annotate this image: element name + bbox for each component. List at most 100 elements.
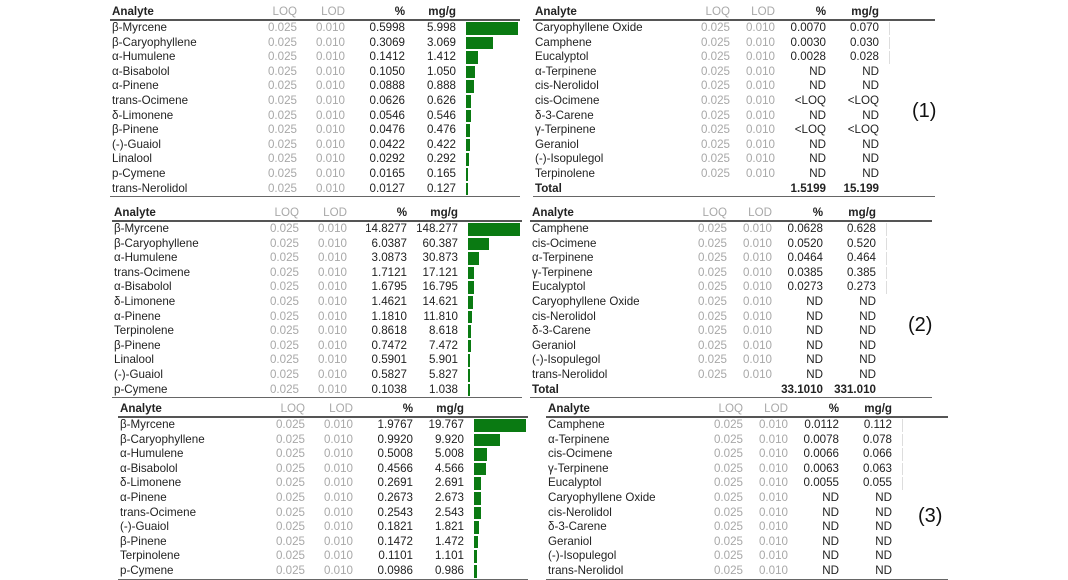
lod-value: 0.010 [745, 35, 775, 49]
loq-value: 0.025 [700, 137, 730, 151]
lod-value: 0.010 [323, 520, 353, 534]
lod-value: 0.010 [742, 324, 772, 338]
table-row: α-Humulene 0.025 0.010 0.5008 5.008 [118, 447, 528, 462]
mg-per-g-value: 0.385 [846, 265, 876, 279]
lod-value: 0.010 [315, 79, 345, 93]
analyte-name: β-Myrcene [114, 222, 169, 235]
table-row: α-Pinene 0.025 0.010 0.0888 0.888 [110, 79, 520, 94]
loq-value: 0.025 [697, 367, 727, 381]
lod-value: 0.010 [315, 21, 345, 34]
analyte-name: (-)-Isopulegol [535, 152, 604, 166]
analyte-name: cis-Nerolidol [532, 309, 596, 323]
concentration-bar [468, 368, 471, 382]
mg-per-g-value: 0.127 [426, 181, 456, 195]
analyte-table-right: Analyte LOQ LOD% mg/g Camphene 0.025 0.010 0.01… [546, 402, 948, 580]
table-row: trans-Ocimene 0.025 0.010 0.2543 2.543 [118, 506, 528, 521]
mg-per-g-value: <LOQ [847, 93, 879, 107]
mg-per-g-value: 60.387 [422, 236, 458, 250]
lod-value: 0.010 [323, 461, 353, 475]
table-row: trans-Ocimene 0.025 0.010 1.7121 17.121 [112, 266, 522, 281]
mg-per-g-value: ND [859, 353, 876, 367]
table-row: β-Caryophyllene 0.025 0.010 0.9920 9.920 [118, 433, 528, 448]
loq-value: 0.025 [269, 309, 299, 323]
table-row: (-)-Guaiol 0.025 0.010 0.5827 5.827 [112, 368, 522, 383]
percent-value: 0.7472 [371, 338, 407, 352]
table-header: Analyte LOQ LOD% mg/g [530, 206, 932, 222]
column-header-analyte: Analyte [548, 402, 590, 415]
percent-value: 0.2673 [377, 490, 413, 504]
concentration-bar [466, 138, 470, 152]
mg-per-g-value: ND [875, 490, 892, 504]
mg-per-g-value: 0.986 [434, 563, 464, 577]
column-header-loq: LOQ [272, 5, 297, 18]
concentration-bar [474, 564, 477, 578]
analyte-name: δ-3-Carene [532, 324, 591, 338]
lod-value: 0.010 [758, 505, 788, 519]
mg-per-g-value: ND [875, 563, 892, 577]
mg-per-g-value: 0.888 [426, 79, 456, 93]
loq-value: 0.025 [697, 280, 727, 294]
lod-value: 0.010 [745, 137, 775, 151]
mg-per-g-value: 7.472 [428, 338, 458, 352]
loq-value: 0.025 [275, 418, 305, 431]
mg-per-g-value: 30.873 [422, 251, 458, 265]
table-row: β-Myrcene 0.025 0.010 1.9767 19.767 [118, 418, 528, 433]
lod-value: 0.010 [315, 108, 345, 122]
analyte-name: Geraniol [532, 338, 576, 352]
percent-value: 0.0070 [790, 21, 826, 34]
lod-value: 0.010 [317, 236, 347, 250]
table-header: Analyte LOQ LOD% mg/g [118, 402, 528, 418]
percent-value: 14.8277 [365, 222, 407, 235]
percent-value: 0.5998 [369, 21, 405, 34]
loq-value: 0.025 [269, 236, 299, 250]
analyte-name: cis-Ocimene [548, 447, 613, 461]
table-row: γ-Terpinene 0.025 0.010 <LOQ <LOQ [533, 123, 935, 138]
analyte-name: α-Terpinene [532, 251, 594, 265]
loq-value: 0.025 [267, 166, 297, 180]
table-row: Terpinolene 0.025 0.010 ND ND [533, 167, 935, 182]
mg-per-g-value: 1.101 [434, 549, 464, 563]
lod-value: 0.010 [758, 520, 788, 534]
mg-per-g-value: 0.476 [426, 123, 456, 137]
table-row: δ-3-Carene 0.025 0.010 ND ND [546, 520, 948, 535]
loq-value: 0.025 [269, 353, 299, 367]
percent-value: 0.1472 [377, 534, 413, 548]
concentration-bar [474, 448, 488, 461]
percent-value: ND [806, 353, 823, 367]
percent-value: 0.8618 [371, 324, 407, 338]
lod-value: 0.010 [742, 338, 772, 352]
total-row: Total 33.1010 331.010 [530, 383, 932, 398]
analyte-name: p-Cymene [120, 563, 174, 577]
analyte-name: γ-Terpinene [535, 123, 596, 137]
concentration-bar [468, 354, 471, 367]
analyte-name: trans-Ocimene [114, 265, 191, 279]
lod-value: 0.010 [315, 166, 345, 180]
percent-value: ND [809, 64, 826, 78]
analyte-name: γ-Terpinene [548, 461, 609, 475]
concentration-bar [889, 22, 890, 35]
percent-value: ND [822, 549, 839, 563]
mg-per-g-value: 1.038 [428, 382, 458, 396]
analyte-name: Geraniol [535, 137, 579, 151]
percent-value: 0.1050 [369, 64, 405, 78]
percent-value: ND [809, 137, 826, 151]
analyte-name: trans-Nerolidol [548, 563, 624, 577]
mg-per-g-value: ND [862, 79, 879, 93]
analyte-name: cis-Nerolidol [535, 79, 599, 93]
lod-value: 0.010 [742, 309, 772, 323]
percent-value: <LOQ [794, 123, 826, 137]
analyte-name: β-Caryophyllene [120, 432, 205, 446]
column-header-loq: LOQ [718, 402, 743, 415]
loq-value: 0.025 [275, 534, 305, 548]
loq-value: 0.025 [697, 251, 727, 265]
column-header-analyte: Analyte [535, 5, 577, 18]
concentration-bar [468, 310, 473, 324]
table-header: Analyte LOQ LOD% mg/g [546, 402, 948, 418]
analyte-name: α-Pinene [114, 309, 161, 323]
concentration-bar [902, 477, 903, 490]
analyte-name: β-Caryophyllene [112, 35, 197, 49]
table-row: cis-Nerolidol 0.025 0.010 ND ND [546, 506, 948, 521]
column-header-mg-per-g: mg/g [436, 402, 464, 415]
column-header-percent: % [396, 206, 407, 219]
percent-value: ND [806, 338, 823, 352]
